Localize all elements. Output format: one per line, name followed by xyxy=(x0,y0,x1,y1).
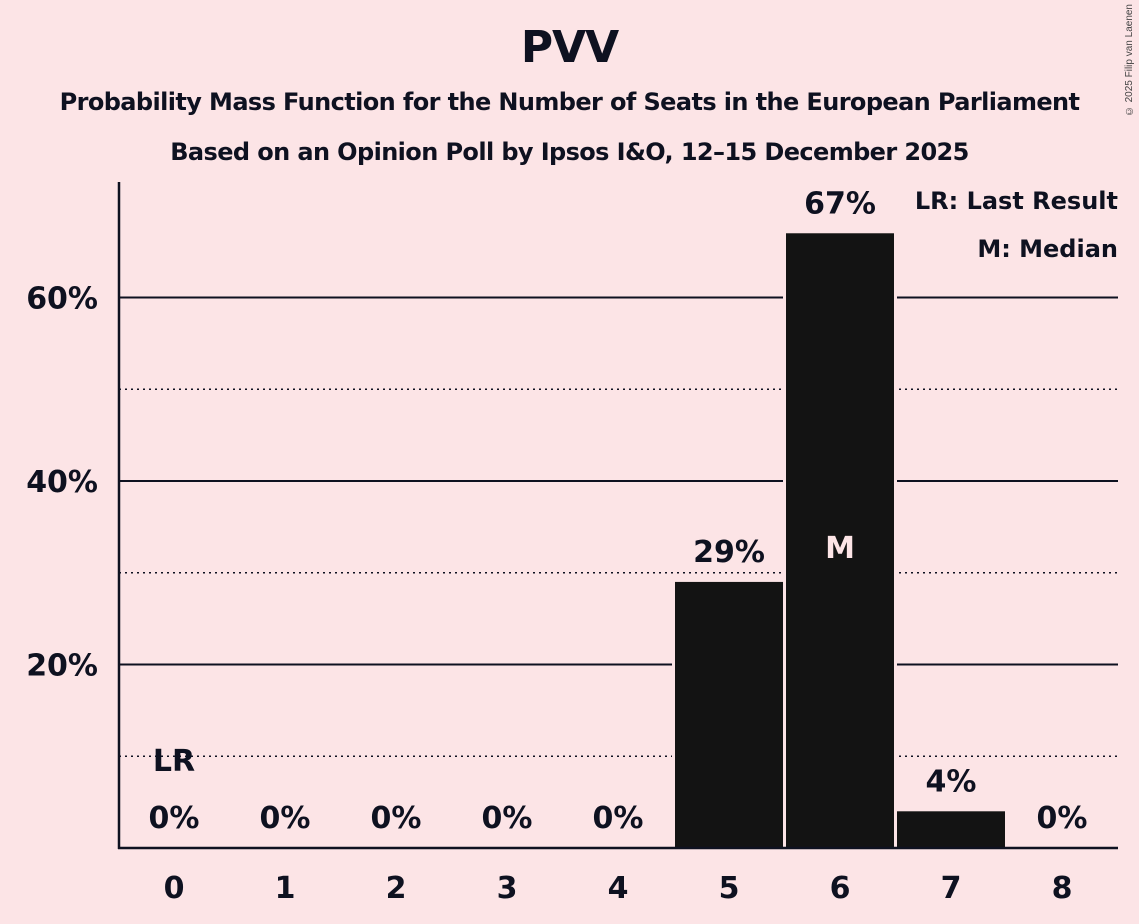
x-tick-label: 0 xyxy=(164,871,185,906)
value-label: 67% xyxy=(804,186,876,221)
value-label: 29% xyxy=(693,535,765,570)
legend-median: M: Median xyxy=(977,235,1118,263)
x-tick-label: 5 xyxy=(719,871,740,906)
x-tick-label: 4 xyxy=(608,871,629,906)
y-tick-label: 20% xyxy=(26,649,98,684)
value-label: 0% xyxy=(371,801,422,836)
axes xyxy=(117,182,1118,850)
x-tick-label: 8 xyxy=(1052,871,1073,906)
legend-last-result: LR: Last Result xyxy=(915,187,1118,215)
x-tick-label: 3 xyxy=(497,871,518,906)
x-tick-label: 7 xyxy=(941,871,962,906)
bars xyxy=(672,232,1008,848)
last-result-marker: LR xyxy=(153,744,195,779)
y-tick-label: 40% xyxy=(26,465,98,500)
x-tick-label: 6 xyxy=(830,871,851,906)
gridlines xyxy=(119,296,1118,757)
y-tick-label: 60% xyxy=(26,282,98,317)
value-label: 0% xyxy=(482,801,533,836)
median-marker: M xyxy=(825,531,855,566)
labels: 20%40%60%0%00%10%20%30%429%567%64%70%8LR… xyxy=(26,186,1087,906)
bar-seats-7 xyxy=(897,811,1005,848)
x-tick-label: 1 xyxy=(275,871,296,906)
value-label: 0% xyxy=(149,801,200,836)
value-label: 0% xyxy=(1037,801,1088,836)
bar-seats-5 xyxy=(675,581,783,848)
value-label: 4% xyxy=(926,764,977,799)
x-tick-label: 2 xyxy=(386,871,407,906)
chart-title: PVV xyxy=(520,22,619,73)
chart-subtitle: Probability Mass Function for the Number… xyxy=(59,88,1080,116)
chart-subtitle-poll: Based on an Opinion Poll by Ipsos I&O, 1… xyxy=(170,138,969,166)
value-label: 0% xyxy=(593,801,644,836)
bar-seats-6 xyxy=(786,233,894,848)
value-label: 0% xyxy=(260,801,311,836)
